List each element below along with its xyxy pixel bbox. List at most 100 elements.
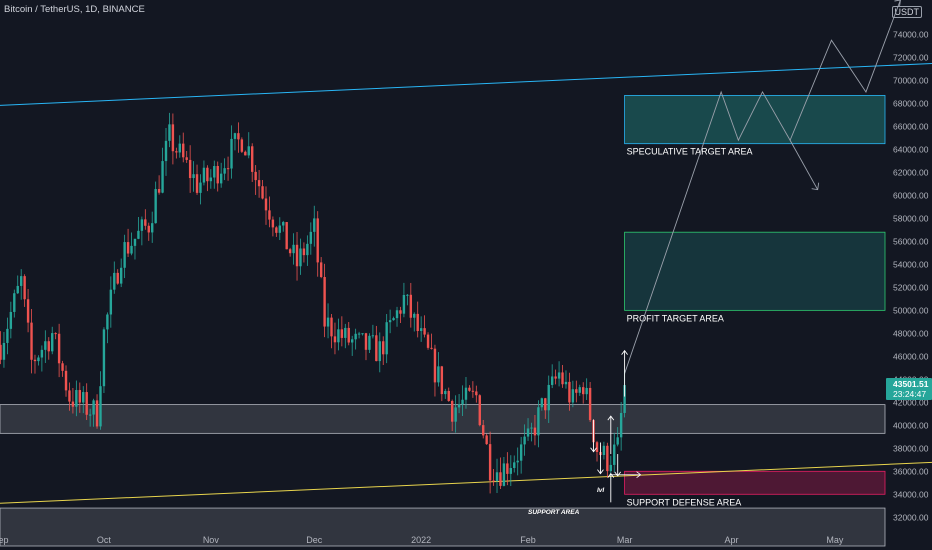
- candles-layer: [0, 112, 626, 494]
- candle-body: [350, 339, 354, 343]
- candle-body: [175, 151, 178, 153]
- support-trend-line[interactable]: [0, 461, 932, 513]
- candle-body: [275, 227, 278, 233]
- candle-body: [164, 140, 168, 162]
- zone-support-area[interactable]: [0, 507, 886, 547]
- candle-body: [437, 366, 440, 383]
- projection-branch[interactable]: [789, 140, 819, 190]
- candle-body: [416, 313, 419, 332]
- time-tick-label: 2022: [411, 535, 431, 545]
- candle-body: [323, 277, 326, 327]
- candle-body: [340, 329, 344, 338]
- time-tick-label: Feb: [520, 535, 536, 545]
- candle-body: [157, 189, 161, 193]
- zone-resistance-band[interactable]: [0, 404, 886, 434]
- candle-body: [23, 276, 26, 300]
- time-tick-label: May: [826, 535, 844, 545]
- channel-top-line[interactable]: [0, 63, 932, 115]
- candle-body: [40, 349, 44, 358]
- candle-body: [316, 218, 319, 263]
- candle-body: [433, 348, 437, 383]
- candle-body: [399, 310, 402, 314]
- candle-body: [185, 157, 188, 160]
- candle-body: [385, 322, 388, 355]
- candle-body: [582, 387, 585, 395]
- candle-body: [461, 399, 464, 405]
- candle-body: [233, 133, 237, 139]
- candle-body: [309, 231, 313, 244]
- candle-body: [382, 341, 385, 355]
- candle-body: [440, 366, 444, 395]
- candle-body: [502, 463, 506, 486]
- candle-body: [44, 341, 47, 350]
- candle-body: [506, 463, 509, 474]
- candle-body: [613, 444, 616, 465]
- candle-body: [595, 442, 599, 453]
- candle-body: [268, 210, 271, 220]
- candle-body: [550, 376, 554, 385]
- price-tick-label: 42000.00: [893, 397, 929, 407]
- candle-body: [102, 329, 106, 387]
- candle-body: [151, 223, 154, 233]
- zone-profit-target[interactable]: [624, 231, 886, 311]
- time-tick-label: Nov: [203, 535, 220, 545]
- price-tick-label: 48000.00: [893, 328, 929, 338]
- time-tick-label: Sep: [0, 535, 9, 545]
- countdown-label: 23:24:47: [893, 389, 926, 399]
- price-tick-label: 32000.00: [893, 512, 929, 522]
- candle-body: [547, 384, 550, 411]
- swing-arrowhead: [621, 349, 628, 355]
- candle-body: [544, 398, 547, 411]
- price-axis-layer: 32000.00 34000.00 36000.00 38000.00 40000.00…: [886, 29, 932, 522]
- candle-body: [154, 189, 157, 224]
- price-tick-label: 38000.00: [893, 443, 929, 453]
- candle-body: [492, 480, 495, 482]
- time-tick-label: Oct: [97, 535, 112, 545]
- candle-body: [147, 225, 150, 233]
- candle-body: [219, 173, 223, 184]
- price-tick-label: 66000.00: [893, 121, 929, 131]
- candle-body: [368, 335, 371, 350]
- candle-body: [68, 390, 71, 402]
- price-tick-label: 50000.00: [893, 305, 929, 315]
- zone-speculative-target[interactable]: [624, 95, 886, 145]
- candle-body: [75, 390, 78, 407]
- candle-body: [161, 161, 164, 193]
- candle-body: [333, 336, 337, 343]
- candle-body: [619, 412, 623, 438]
- candle-body: [326, 317, 330, 327]
- candle-body: [588, 387, 592, 421]
- candle-body: [568, 381, 571, 403]
- candle-body: [395, 310, 399, 319]
- zone-support-defense[interactable]: [624, 470, 886, 495]
- currency-label[interactable]: USDT: [891, 6, 922, 18]
- candle-body: [282, 222, 285, 226]
- swing-arrowhead: [614, 471, 622, 477]
- time-tick-label: Dec: [306, 535, 323, 545]
- candle-body: [530, 427, 533, 429]
- candle-body: [123, 242, 126, 268]
- candle-body: [402, 294, 406, 314]
- candle-body: [406, 294, 409, 296]
- candle-body: [230, 138, 233, 169]
- last-price-label: 43501.51: [893, 379, 929, 389]
- candle-body: [392, 318, 395, 321]
- candle-body: [144, 219, 147, 226]
- candle-body: [523, 436, 526, 445]
- candle-body: [216, 166, 219, 184]
- candle-body: [257, 180, 261, 187]
- candle-body: [575, 389, 578, 393]
- candle-body: [444, 390, 447, 395]
- candle-body: [419, 328, 423, 332]
- candle-body: [319, 262, 323, 278]
- candle-body: [450, 400, 454, 422]
- projection-path[interactable]: [624, 0, 901, 374]
- projection-arrowhead: [894, 0, 901, 8]
- candle-body: [9, 311, 13, 329]
- candle-body: [171, 124, 175, 152]
- candle-body: [378, 341, 381, 362]
- price-tick-label: 46000.00: [893, 351, 929, 361]
- candle-body: [478, 395, 481, 426]
- candle-body: [2, 342, 6, 360]
